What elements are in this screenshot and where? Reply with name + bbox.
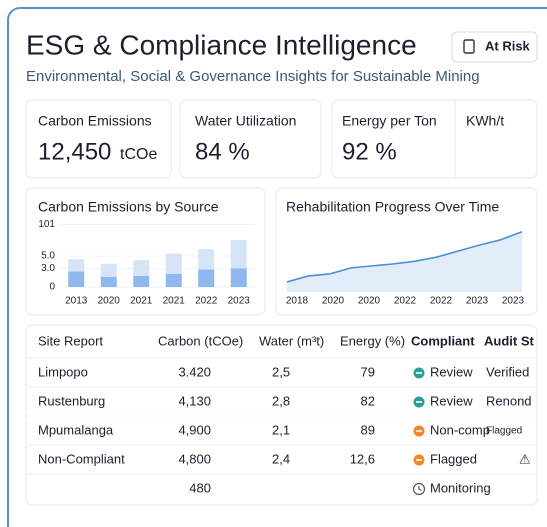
cell: 2,1 (272, 422, 290, 437)
bar-segment (100, 263, 117, 277)
x-tick-label: 2020 (322, 296, 345, 307)
status-icon (412, 482, 426, 496)
button-label[interactable]: At Risk (485, 38, 531, 53)
cell: Renond (486, 393, 532, 408)
chart-title: Rehabilitation Progress Over Time (286, 199, 499, 215)
at-risk-button[interactable]: At Risk (451, 31, 538, 63)
bar-segment (230, 268, 247, 287)
bar-segment (198, 249, 215, 270)
cell: 2,8 (272, 393, 290, 408)
bar-segment (165, 274, 182, 287)
table-header: Site Report (38, 333, 103, 348)
bar-segment (165, 253, 182, 274)
cell: 2,4 (272, 451, 290, 466)
cell: 79 (361, 364, 375, 379)
cell: Rustenburg (38, 393, 105, 408)
table-header: Compliant (411, 333, 475, 348)
kpi-card (179, 99, 322, 179)
cell: 4,130 (178, 393, 211, 408)
x-tick-label: 2013 (65, 296, 88, 307)
cell: 2,5 (272, 364, 290, 379)
line (286, 230, 523, 283)
button-icon[interactable] (463, 39, 475, 54)
kpi-value: 12,450 (38, 138, 111, 165)
x-tick-label: 2022 (394, 296, 417, 307)
cell: Review (430, 393, 473, 408)
kpi-value: 92 % (342, 138, 397, 165)
kpi-label: Water Utilization (195, 113, 296, 129)
cell: Monitoring (430, 480, 491, 495)
kpi-card (25, 99, 172, 179)
cell: Review (430, 364, 473, 379)
bar-segment (68, 259, 85, 272)
cell: 3.420 (178, 364, 211, 379)
cell: Flagged (430, 451, 477, 466)
y-tick-label: 3.0 (41, 263, 55, 274)
table-header: Audit St (484, 333, 534, 348)
y-tick-label: 5.0 (41, 251, 55, 262)
kpi-label: KWh/t (466, 113, 504, 129)
cell: 4,900 (178, 422, 211, 437)
title: ESG & Compliance Intelligence (26, 29, 417, 60)
x-tick-label: 2023 (228, 296, 251, 307)
kpi-label: Carbon Emissions (38, 113, 152, 129)
x-tick-label: 2022 (195, 296, 218, 307)
y-tick-label: 101 (38, 219, 55, 230)
bar-segment (100, 276, 117, 287)
cell: Limpopo (38, 364, 88, 379)
table-header: Energy (%) (340, 333, 405, 348)
table-header: Water (m³t) (259, 333, 324, 348)
chart-title: Carbon Emissions by Source (38, 199, 219, 215)
x-tick-label: 2021 (163, 296, 186, 307)
cell: 480 (189, 480, 211, 495)
x-tick-label: 2020 (98, 296, 121, 307)
subtitle: Environmental, Social & Governance Insig… (26, 68, 480, 85)
bar-segment (133, 275, 150, 287)
x-tick-label: 2022 (430, 296, 453, 307)
cell: Mpumalanga (38, 422, 114, 437)
status-icon-mark (418, 486, 422, 492)
x-tick-label: 2020 (358, 296, 381, 307)
cell: Flagged (486, 426, 522, 437)
cell: 12,6 (350, 451, 375, 466)
table-card (25, 324, 538, 506)
kpi-card (331, 99, 538, 179)
table: Site Report Carbon (tCOe) Water (m³t) Energ… (26, 333, 537, 495)
x-tick-label: 2018 (286, 296, 309, 307)
cell: 89 (361, 422, 375, 437)
x-tick-label: 2023 (502, 296, 525, 307)
table-header: Carbon (tCOe) (158, 333, 243, 348)
x-tick-label: 2023 (466, 296, 489, 307)
cell: 4,800 (178, 451, 211, 466)
y-tick-label: 0 (49, 282, 55, 293)
kpi-unit: tCOe (120, 146, 157, 163)
bar-segment (133, 260, 150, 276)
cell: 82 (361, 393, 375, 408)
x-tick-label: 2021 (130, 296, 153, 307)
bar-segment (198, 269, 215, 287)
bar-segment (230, 239, 247, 269)
cell: Non-comp (430, 422, 490, 437)
cell: ⚠ (519, 451, 531, 466)
charts: 0 3.05.0 101 2013 2020 2021 2021 2022 2023 2018 20… (38, 219, 524, 307)
area-fill (287, 231, 522, 292)
bar-segment (68, 271, 85, 287)
cell: Verified (486, 364, 529, 379)
kpi-label: Energy per Ton (342, 113, 437, 129)
cell: Non-Compliant (38, 451, 125, 466)
kpi-value: 84 % (195, 138, 250, 165)
